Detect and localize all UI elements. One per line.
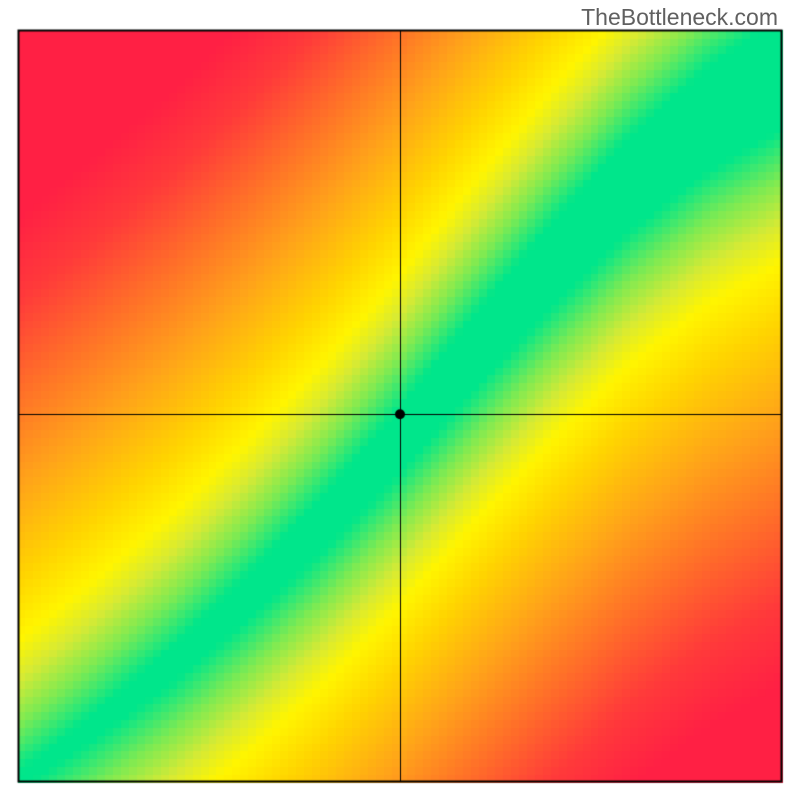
bottleneck-heatmap (0, 0, 800, 800)
watermark-text: TheBottleneck.com (581, 4, 778, 31)
chart-container: TheBottleneck.com (0, 0, 800, 800)
